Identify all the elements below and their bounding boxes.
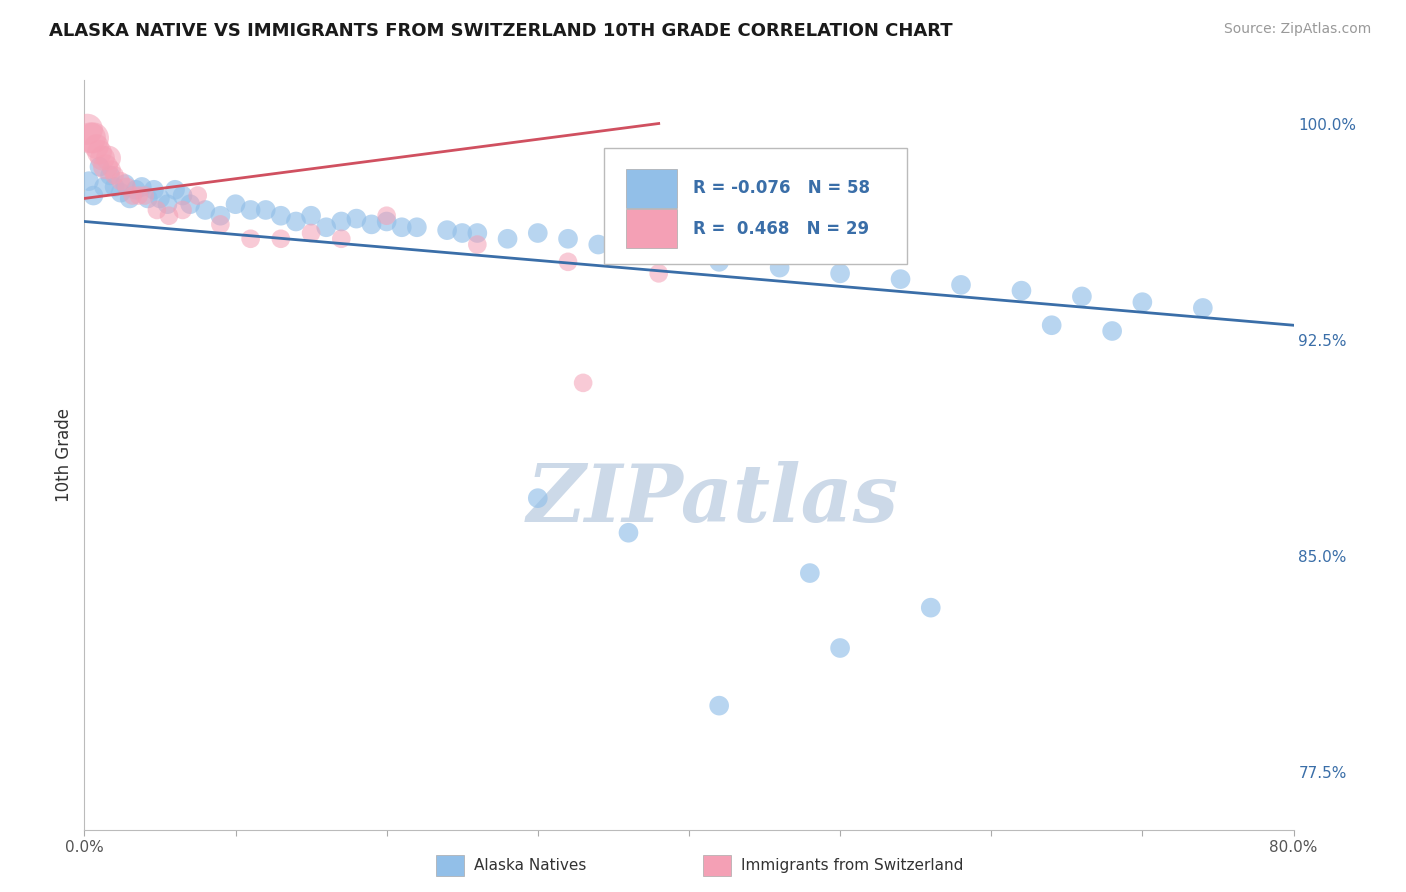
Point [157,209,180,223]
Point [769,260,792,275]
Point [156,197,179,211]
Point [179,197,201,211]
Point [830,640,852,655]
Point [146,202,169,217]
Point [104,169,127,183]
Point [128,188,150,202]
Point [330,232,353,246]
Point [1011,284,1033,298]
Point [136,191,159,205]
Point [254,202,277,217]
Point [115,180,138,194]
Point [121,188,143,202]
Point [799,566,821,580]
Point [110,186,132,200]
Point [209,218,232,232]
Point [920,600,942,615]
Point [451,226,474,240]
Point [270,209,292,223]
Point [1071,289,1094,303]
Point [89,145,111,160]
Point [648,266,671,280]
Point [830,266,852,280]
Point [100,162,122,177]
Y-axis label: 10th Grade: 10th Grade [55,408,73,502]
FancyBboxPatch shape [605,148,907,264]
Text: R =  0.468   N = 29: R = 0.468 N = 29 [693,219,869,237]
Point [375,214,398,228]
Point [285,214,308,228]
Point [110,174,132,188]
Point [467,226,489,240]
Point [89,160,111,174]
Point [360,218,382,232]
Point [209,209,232,223]
Point [467,237,489,252]
FancyBboxPatch shape [626,209,676,248]
Text: Alaska Natives: Alaska Natives [474,858,586,872]
Point [165,183,187,197]
Point [97,151,120,165]
Point [239,232,262,246]
Point [172,202,194,217]
Point [406,220,429,235]
Point [299,209,322,223]
Point [134,188,156,202]
Point [194,202,217,217]
Point [149,191,172,205]
Text: R = -0.076   N = 58: R = -0.076 N = 58 [693,179,869,197]
Point [94,160,117,174]
Point [617,525,640,540]
Text: Immigrants from Switzerland: Immigrants from Switzerland [741,858,963,872]
Point [709,255,731,269]
Point [315,220,337,235]
Point [172,188,194,202]
Point [77,174,100,188]
Point [131,180,153,194]
Point [1101,324,1123,338]
Point [114,177,136,191]
Point [1130,295,1153,310]
Point [557,255,579,269]
Point [391,220,413,235]
Point [86,139,108,153]
Point [125,183,148,197]
Point [239,202,262,217]
Point [375,209,398,223]
Point [79,131,101,145]
Point [225,197,247,211]
Point [527,226,550,240]
Point [270,232,292,246]
Point [557,232,579,246]
Point [572,376,595,390]
Point [1040,318,1063,333]
Point [648,246,671,260]
Point [82,131,104,145]
Point [496,232,519,246]
Point [299,226,322,240]
Point [187,188,209,202]
Point [93,180,115,194]
Text: ALASKA NATIVE VS IMMIGRANTS FROM SWITZERLAND 10TH GRADE CORRELATION CHART: ALASKA NATIVE VS IMMIGRANTS FROM SWITZER… [49,22,953,40]
Point [142,183,165,197]
Text: Source: ZipAtlas.com: Source: ZipAtlas.com [1223,22,1371,37]
FancyBboxPatch shape [626,169,676,208]
Point [709,698,731,713]
Point [588,237,610,252]
Point [346,211,368,226]
Point [98,169,121,183]
Point [950,277,973,292]
Point [436,223,458,237]
Point [104,180,127,194]
Point [118,191,141,205]
Point [1192,301,1215,315]
Text: ZIPatlas: ZIPatlas [527,461,900,539]
Point [330,214,353,228]
Point [82,188,104,202]
Point [527,491,550,505]
Point [91,151,114,165]
Point [890,272,912,286]
Point [76,122,98,136]
